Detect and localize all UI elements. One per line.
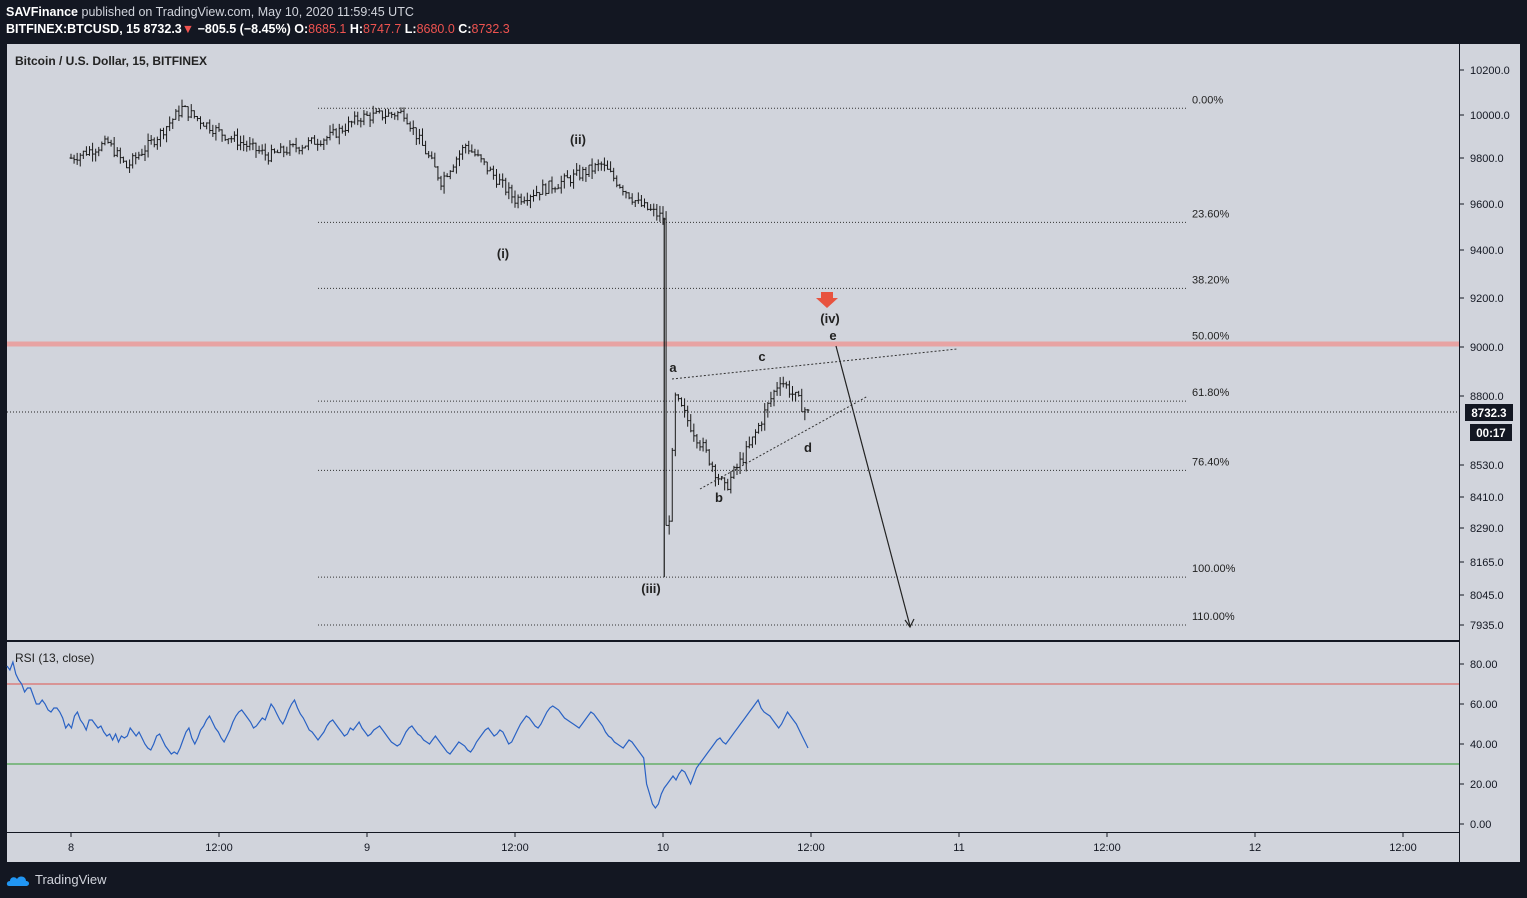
price-tick-label: 8165.0 <box>1470 557 1504 569</box>
rsi-title: RSI (13, close) <box>15 651 94 665</box>
close-value: 8732.3 <box>471 22 510 36</box>
last-price-label: 8732.3 <box>143 22 182 36</box>
published-text: published on TradingView.com, May 10, 20… <box>78 5 414 19</box>
publisher-name[interactable]: SAVFinance <box>6 5 79 19</box>
tradingview-brand-text: TradingView <box>35 872 107 887</box>
fibonacci-retracement[interactable]: 0.00% 23.60% 38.20% 50.00% 61.80% 76.40% 100.0… <box>318 94 1236 626</box>
price-axis[interactable]: 10200.0 10000.0 9800.0 9600.0 9400.0 9200.0 90… <box>1460 65 1510 632</box>
low-key: L: <box>404 22 417 36</box>
symbol-label[interactable]: BITFINEX:BTCUSD, 15 <box>6 22 141 36</box>
rsi-tick-label: 0.00 <box>1470 819 1491 831</box>
triangle-lower-trendline[interactable] <box>699 395 869 490</box>
chart-background <box>7 44 1520 862</box>
open-key: O: <box>294 22 309 36</box>
change-label: −805.5 (−8.45%) <box>197 22 291 36</box>
rsi-tick-label: 80.00 <box>1470 659 1498 671</box>
price-tick-label: 10000.0 <box>1470 110 1510 122</box>
price-candles <box>69 99 810 578</box>
price-axis-border <box>1459 44 1460 862</box>
ohlc-legend: BITFINEX:BTCUSD, 15 8732.3▼ −805.5 (−8.4… <box>6 22 510 36</box>
fib-level-label: 100.00% <box>1192 563 1236 575</box>
high-key: H: <box>349 22 364 36</box>
time-tick-label: 12:00 <box>797 842 825 854</box>
time-tick-label: 12 <box>1249 842 1261 854</box>
price-tick-label: 8410.0 <box>1470 492 1504 504</box>
fib-level-label: 76.40% <box>1192 456 1230 468</box>
price-tick-label: 8800.0 <box>1470 391 1504 403</box>
fib-level-label: 110.00% <box>1192 611 1235 623</box>
price-tick-label: 9600.0 <box>1470 199 1504 211</box>
fib-level-label: 23.60% <box>1192 208 1230 220</box>
time-tick-label: 8 <box>68 842 74 854</box>
tradingview-logo[interactable]: TradingView <box>6 872 107 887</box>
price-tick-label: 8045.0 <box>1470 590 1504 602</box>
rsi-tick-label: 60.00 <box>1470 699 1498 711</box>
price-tick-label: 9200.0 <box>1470 293 1504 305</box>
wave-label: (iv) <box>820 311 840 326</box>
rsi-axis[interactable]: 80.00 60.00 40.00 20.00 0.00 <box>1460 659 1498 831</box>
time-tick-label: 9 <box>364 842 370 854</box>
fib-level-label: 38.20% <box>1192 274 1230 286</box>
wave-label: a <box>669 360 677 375</box>
price-tick-label: 7935.0 <box>1470 620 1504 632</box>
footer: TradingView <box>0 862 1527 898</box>
time-tick-label: 12:00 <box>205 842 233 854</box>
time-tick-label: 11 <box>953 842 964 854</box>
wave-label: c <box>758 349 765 364</box>
fib-level-label: 50.00% <box>1192 331 1230 343</box>
rsi-pane <box>6 659 1460 810</box>
price-tick-label: 9800.0 <box>1470 153 1504 165</box>
time-tick-label: 12:00 <box>1093 842 1121 854</box>
fib-level-label: 0.00% <box>1192 94 1223 106</box>
sell-arrow-icon[interactable] <box>816 292 838 308</box>
countdown-tag <box>1470 424 1512 441</box>
rsi-line <box>6 659 809 810</box>
high-value: 8747.7 <box>363 22 402 36</box>
chart-canvas[interactable]: 0.00%23.60%38.20%50.00%61.80%76.40%100.0… <box>0 0 1527 862</box>
wave-label: (i) <box>497 246 509 261</box>
tradingview-cloud-icon <box>6 876 30 886</box>
price-tick-label: 8530.0 <box>1470 460 1504 472</box>
publish-header: SAVFinance published on TradingView.com,… <box>0 0 1527 44</box>
price-tick-label: 9400.0 <box>1470 245 1504 257</box>
time-tick-label: 12:00 <box>501 842 529 854</box>
pane-separator[interactable] <box>7 640 1460 642</box>
wave-label: (ii) <box>570 132 586 147</box>
wave-label: d <box>804 440 812 455</box>
time-axis[interactable]: 8 12:00 9 12:00 10 12:00 11 12:00 12 12:00 <box>68 833 1417 854</box>
close-key: C: <box>458 22 472 36</box>
wave-drawings[interactable] <box>671 292 958 629</box>
down-arrow-icon: ▼ <box>181 22 195 36</box>
time-axis-border <box>7 832 1460 833</box>
low-value: 8680.0 <box>416 22 455 36</box>
price-tick-label: 8290.0 <box>1470 523 1504 535</box>
open-value: 8685.1 <box>308 22 347 36</box>
wave-label: e <box>829 328 836 343</box>
rsi-tick-label: 40.00 <box>1470 739 1498 751</box>
countdown-tag-text: 00:17 <box>1476 428 1505 440</box>
rsi-tick-label: 20.00 <box>1470 779 1498 791</box>
projection-arrow-head-icon <box>904 618 915 629</box>
wave-label: b <box>715 490 723 505</box>
time-tick-label: 10 <box>657 842 669 854</box>
wave-labels: (i) (ii) (iii) (iv) a b c d e <box>497 132 840 596</box>
publish-info: SAVFinance published on TradingView.com,… <box>6 5 414 19</box>
fib-level-label: 61.80% <box>1192 387 1230 399</box>
time-tick-label: 12:00 <box>1389 842 1417 854</box>
wave-label: (iii) <box>641 581 661 596</box>
last-price-tag <box>1465 404 1513 421</box>
last-price-tag-text: 8732.3 <box>1471 408 1506 420</box>
price-tick-label: 10200.0 <box>1470 65 1510 77</box>
chart-title: Bitcoin / U.S. Dollar, 15, BITFINEX <box>15 54 207 68</box>
projection-arrow-line[interactable] <box>835 345 911 627</box>
price-tick-label: 9000.0 <box>1470 342 1504 354</box>
